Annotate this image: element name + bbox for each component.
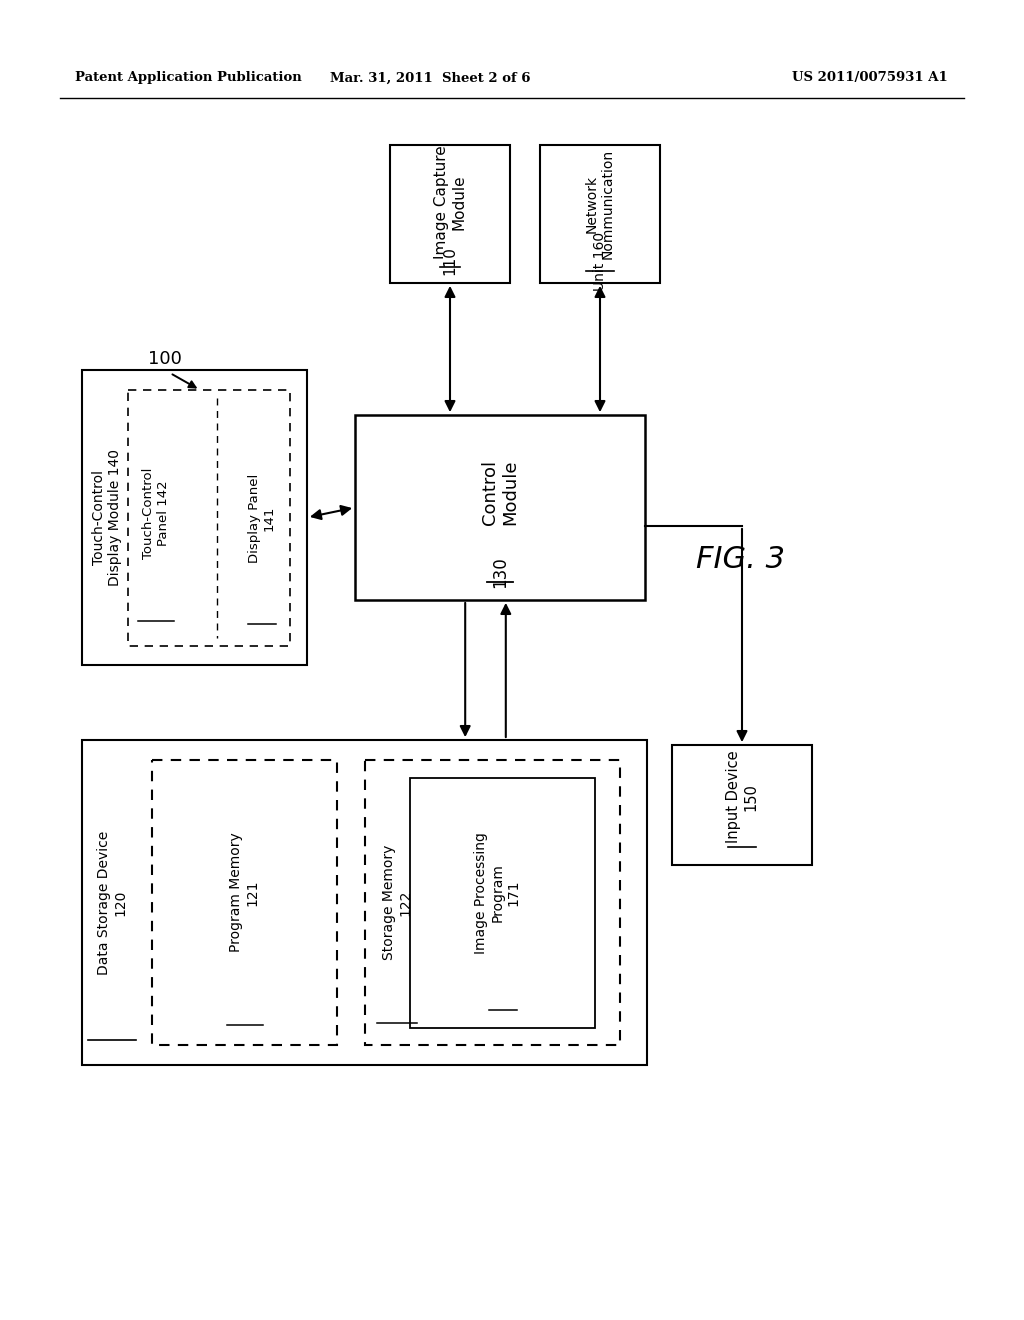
Text: Patent Application Publication: Patent Application Publication <box>75 71 302 84</box>
Text: Input Device
150: Input Device 150 <box>726 751 758 843</box>
Bar <box>82 741 647 1065</box>
Bar <box>390 145 510 282</box>
Bar <box>82 370 307 665</box>
Text: Control
Module: Control Module <box>480 459 519 525</box>
Bar <box>410 777 595 1028</box>
Text: Network
Nommunication: Network Nommunication <box>585 149 615 259</box>
Text: Display Panel
141: Display Panel 141 <box>248 474 276 562</box>
Bar <box>540 145 660 282</box>
Text: Mar. 31, 2011  Sheet 2 of 6: Mar. 31, 2011 Sheet 2 of 6 <box>330 71 530 84</box>
Text: Storage Memory
122: Storage Memory 122 <box>382 845 412 960</box>
Bar <box>355 414 645 601</box>
Text: Image Capture
Module: Image Capture Module <box>434 145 466 259</box>
Text: FIG. 3: FIG. 3 <box>695 545 784 574</box>
Text: Touch-Control
Panel 142: Touch-Control Panel 142 <box>142 467 170 558</box>
Bar <box>672 744 812 865</box>
Text: Unit 160: Unit 160 <box>593 231 607 290</box>
Bar <box>365 760 620 1045</box>
Bar <box>128 389 290 645</box>
Bar <box>152 760 337 1045</box>
Text: 110: 110 <box>442 247 458 276</box>
Text: US 2011/0075931 A1: US 2011/0075931 A1 <box>793 71 948 84</box>
Text: Image Processing
Program
171: Image Processing Program 171 <box>474 832 520 954</box>
Text: 100: 100 <box>148 350 182 368</box>
Text: Program Memory
121: Program Memory 121 <box>229 833 260 952</box>
Text: Touch-Control
Display Module 140: Touch-Control Display Module 140 <box>92 449 122 586</box>
Text: Data Storage Device
120: Data Storage Device 120 <box>97 830 127 974</box>
Text: 130: 130 <box>490 556 509 587</box>
